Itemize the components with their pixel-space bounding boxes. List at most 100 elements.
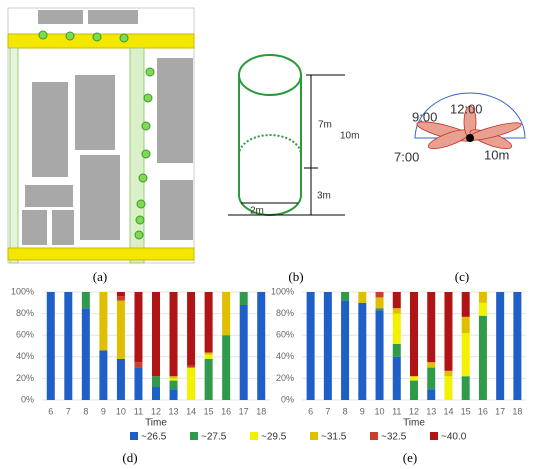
bar-segment xyxy=(375,308,384,311)
x-tick-label: 16 xyxy=(478,406,488,416)
bar-segment xyxy=(204,352,213,355)
x-tick-label: 12 xyxy=(151,406,161,416)
bar-segment xyxy=(169,380,178,390)
bar-segment xyxy=(169,389,178,400)
x-tick-label: 10 xyxy=(116,406,126,416)
polar-sketch xyxy=(414,92,526,150)
legend-swatch xyxy=(430,432,438,440)
bar-segment xyxy=(375,310,384,400)
bar-segment xyxy=(496,292,505,400)
bar-segment xyxy=(187,367,196,400)
bar-segment xyxy=(444,376,453,400)
bar-segment xyxy=(341,300,350,400)
x-tick-label: 9 xyxy=(101,406,106,416)
bar-segment xyxy=(478,302,487,316)
bar-segment xyxy=(81,292,90,309)
bar-segment xyxy=(323,292,332,400)
bar-segment xyxy=(461,333,470,377)
y-tick-label: 0% xyxy=(21,394,34,404)
x-tick-label: 18 xyxy=(512,406,522,416)
dim-label: 7m xyxy=(318,120,332,131)
panel-label: (c) xyxy=(455,269,469,284)
y-tick-label: 60% xyxy=(16,330,34,340)
site-map xyxy=(7,7,195,264)
bar-segment xyxy=(169,292,178,377)
x-tick-label: 13 xyxy=(169,406,179,416)
x-tick-label: 17 xyxy=(495,406,505,416)
bar-segment xyxy=(152,387,160,400)
cylinder-diagram xyxy=(228,54,345,216)
x-tick-label: 8 xyxy=(83,406,88,416)
x-tick-label: 6 xyxy=(48,406,53,416)
bar-segment xyxy=(341,292,350,301)
bar-segment xyxy=(306,292,315,400)
x-tick-label: 14 xyxy=(443,406,453,416)
bar-segment xyxy=(461,316,470,334)
bar-segment xyxy=(239,304,248,400)
x-tick-label: 11 xyxy=(392,406,401,416)
y-tick-label: 40% xyxy=(276,351,294,361)
y-tick-label: 80% xyxy=(16,308,34,318)
legend-label: ~27.5 xyxy=(201,432,227,443)
legend-label: ~31.5 xyxy=(321,432,347,443)
legend-label: ~40.0 xyxy=(441,432,467,443)
y-tick-label: 0% xyxy=(281,394,294,404)
bar-segment xyxy=(461,292,470,317)
bar-segment xyxy=(358,292,367,303)
bar-segment xyxy=(116,300,125,359)
x-tick-label: 15 xyxy=(204,406,214,416)
bar-segment xyxy=(427,389,436,400)
bar-segment xyxy=(513,292,522,400)
bar-segment xyxy=(222,292,231,336)
bar-segment xyxy=(169,378,178,381)
legend-label: ~29.5 xyxy=(261,432,287,443)
x-tick-label: 7 xyxy=(325,406,330,416)
panel-label: (d) xyxy=(122,450,137,465)
x-tick-label: 16 xyxy=(221,406,231,416)
bar-segment xyxy=(152,292,160,377)
polar-label: 9:00 xyxy=(412,109,437,124)
bar-segment xyxy=(392,343,401,357)
polar-label: 10m xyxy=(484,147,509,162)
x-tick-label: 8 xyxy=(343,406,348,416)
bar-segment xyxy=(410,380,418,400)
panel-label: (e) xyxy=(403,450,417,465)
bar-segment xyxy=(392,308,401,314)
bar-segment xyxy=(410,292,418,377)
x-tick-label: 17 xyxy=(239,406,249,416)
x-tick-label: 15 xyxy=(461,406,471,416)
bar-segment xyxy=(204,354,213,359)
bar-segment xyxy=(64,292,73,400)
bar-segment xyxy=(99,350,108,400)
bar-segment xyxy=(461,376,470,400)
bar-segment xyxy=(99,292,108,351)
x-tick-label: 12 xyxy=(409,406,419,416)
bar-segment xyxy=(358,302,367,400)
bar-segment xyxy=(204,358,213,400)
bar-segment xyxy=(444,292,453,371)
y-tick-label: 100% xyxy=(11,286,34,296)
y-tick-label: 20% xyxy=(276,373,294,383)
dim-label: 2m xyxy=(250,206,264,217)
legend-swatch xyxy=(190,432,198,440)
x-tick-label: 10 xyxy=(375,406,385,416)
polar-label: 12:00 xyxy=(450,101,483,116)
bar-segment xyxy=(187,292,196,366)
x-tick-label: 7 xyxy=(66,406,71,416)
x-tick-label: 6 xyxy=(308,406,313,416)
bar-segment xyxy=(222,335,231,400)
y-tick-label: 20% xyxy=(16,373,34,383)
x-axis-label: Time xyxy=(403,418,425,429)
legend-swatch xyxy=(130,432,138,440)
legend-swatch xyxy=(250,432,258,440)
x-tick-label: 9 xyxy=(360,406,365,416)
bar-segment xyxy=(478,315,487,400)
y-tick-label: 80% xyxy=(276,308,294,318)
y-tick-label: 40% xyxy=(16,351,34,361)
bar-segment xyxy=(239,292,248,305)
bar-segment xyxy=(375,292,384,298)
polar-label: 7:00 xyxy=(394,149,419,164)
x-tick-label: 13 xyxy=(426,406,436,416)
dim-label: 10m xyxy=(340,131,359,142)
